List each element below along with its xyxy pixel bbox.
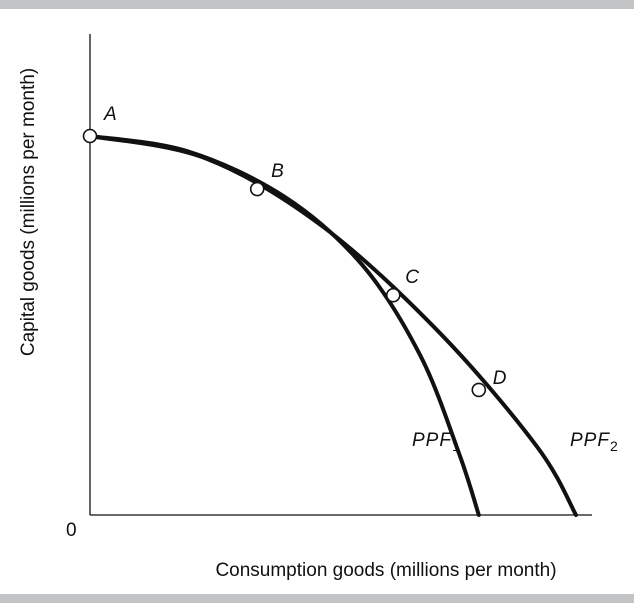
- point-d-label: D: [493, 368, 507, 389]
- points: A B C D: [82, 104, 507, 398]
- ppf-1-curve: [88, 134, 481, 517]
- axes: [89, 34, 592, 516]
- point-a-label: A: [103, 104, 117, 125]
- ppf-2-curve: [88, 134, 578, 517]
- y-axis-label: Capital goods (millions per month): [18, 68, 39, 356]
- top-border-band: [0, 0, 634, 9]
- point-a-marker: [82, 128, 98, 144]
- point-d-marker: [471, 382, 487, 398]
- point-b-marker: [249, 181, 265, 197]
- curves: PPF1 PPF2: [88, 134, 619, 517]
- point-c-label: C: [405, 267, 419, 288]
- ppf-1-label: PPF1: [412, 430, 461, 454]
- ppf-2-label: PPF2: [570, 430, 619, 454]
- point-c-marker: [385, 287, 401, 303]
- ppf-1-subscript: 1: [452, 438, 461, 454]
- origin-label: 0: [66, 520, 77, 541]
- ppf-2-subscript: 2: [610, 438, 619, 454]
- bottom-border-band: [0, 594, 634, 603]
- point-b-label: B: [271, 161, 284, 182]
- x-axis-label: Consumption goods (millions per month): [215, 560, 556, 581]
